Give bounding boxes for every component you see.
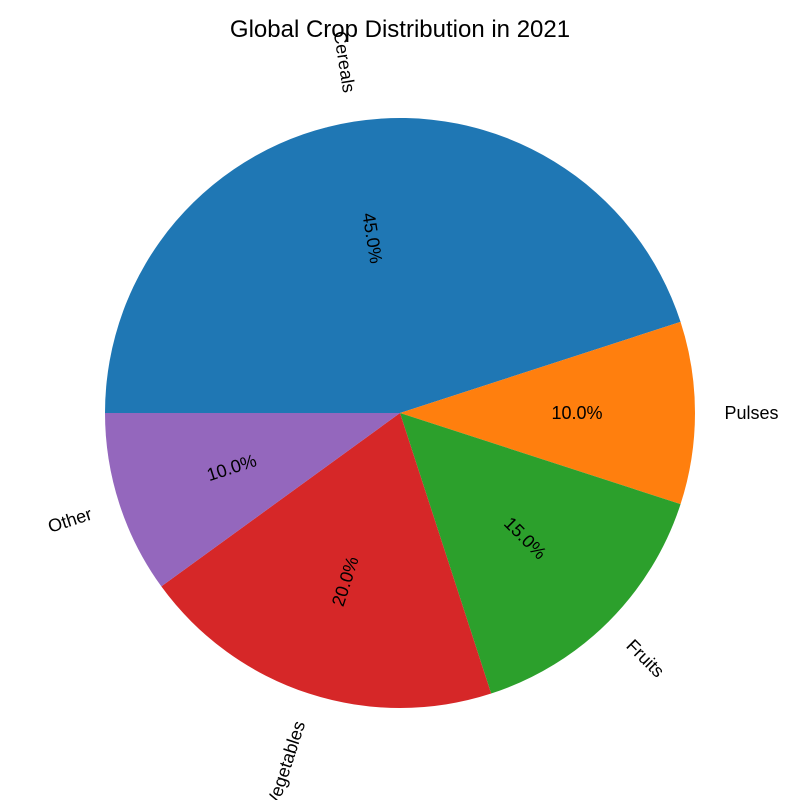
pie-slices <box>105 118 695 708</box>
pie-slice-cereals <box>105 118 681 413</box>
pie-slice-other <box>105 413 400 587</box>
pie-percent-label-pulses: 10.0% <box>551 403 602 423</box>
pie-category-label-vegetables: Vegetables <box>263 719 310 800</box>
pie-category-label-pulses: Pulses <box>725 403 779 423</box>
chart-title: Global Crop Distribution in 2021 <box>230 16 570 43</box>
pie-slice-vegetables <box>161 413 492 708</box>
pie-slice-fruits <box>400 413 681 694</box>
pie-slice-pulses <box>400 321 695 505</box>
pie-category-label-fruits: Fruits <box>622 635 668 681</box>
pie-category-label-other: Other <box>45 504 94 537</box>
